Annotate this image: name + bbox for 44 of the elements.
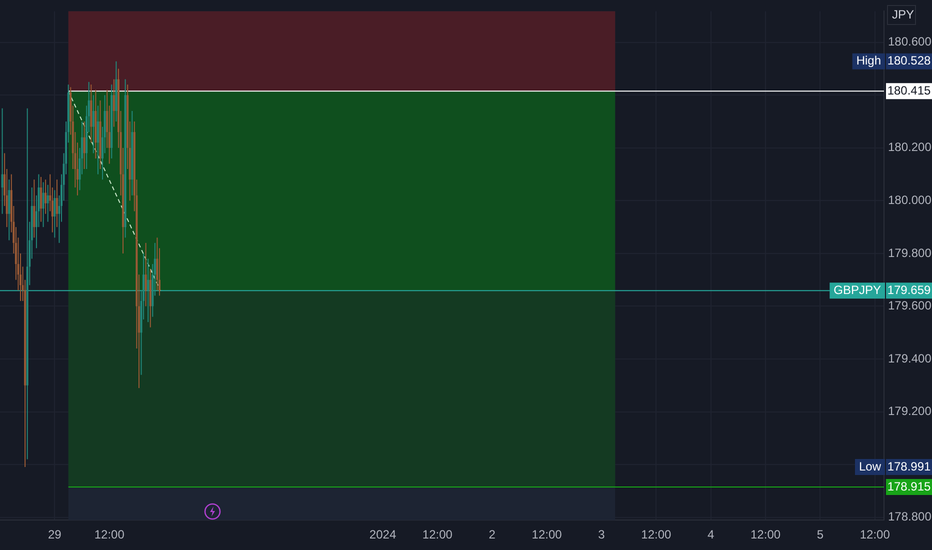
candlestick: [8, 179, 10, 241]
text: 180.528: [887, 54, 932, 68]
candlestick: [83, 121, 86, 170]
candlestick: [92, 94, 94, 154]
x-tick-label: 12:00: [532, 528, 562, 542]
y-tick-label: 179.400: [888, 351, 932, 366]
ref-line-label: 179.659: [887, 282, 932, 297]
x-tick-label: 12:00: [860, 528, 890, 542]
x-tick-label: 2: [488, 528, 496, 542]
x-tick-label: 12:00: [422, 528, 453, 542]
candlestick: [56, 179, 58, 228]
text: 178.991: [887, 459, 932, 474]
candlestick: [96, 105, 99, 175]
annotation: High: [856, 54, 882, 68]
candlestick: [112, 78, 115, 128]
x-tick-label: 29: [48, 528, 62, 542]
candlestick: [46, 184, 49, 222]
x-tick-label: 5: [816, 528, 824, 542]
ref-line-label: 178.915: [887, 479, 932, 494]
x-tick-label: 12:00: [94, 528, 125, 542]
candlestick: [54, 190, 56, 238]
candlestick: [147, 258, 150, 323]
candlestick: [44, 179, 47, 214]
candlestick: [40, 176, 42, 222]
y-tick-label: 179.200: [888, 404, 932, 418]
candlestick: [33, 179, 36, 238]
y-tick-label: 180.200: [888, 140, 932, 154]
y-tick-label: 178.800: [888, 510, 932, 524]
y-tick-label: 180.000: [888, 192, 932, 207]
y-tick-label: 179.600: [888, 298, 932, 313]
candlestick: [42, 182, 44, 228]
x-tick-label: 4: [708, 528, 714, 542]
x-tick-label: 12:00: [641, 528, 672, 542]
ref-line-label: 180.415: [887, 83, 932, 98]
x-tick-label: 3: [598, 528, 606, 542]
candlestick: [1, 108, 4, 214]
annotation: Low: [858, 459, 882, 474]
x-tick-label: 2024: [369, 528, 396, 542]
annotation: GBPJPY: [834, 282, 882, 297]
y-axis-title: JPY: [892, 7, 914, 22]
candlestick: [144, 242, 147, 307]
x-tick-label: 12:00: [750, 528, 781, 542]
y-tick-label: 179.800: [888, 246, 932, 260]
y-tick-label: 180.600: [888, 34, 932, 49]
